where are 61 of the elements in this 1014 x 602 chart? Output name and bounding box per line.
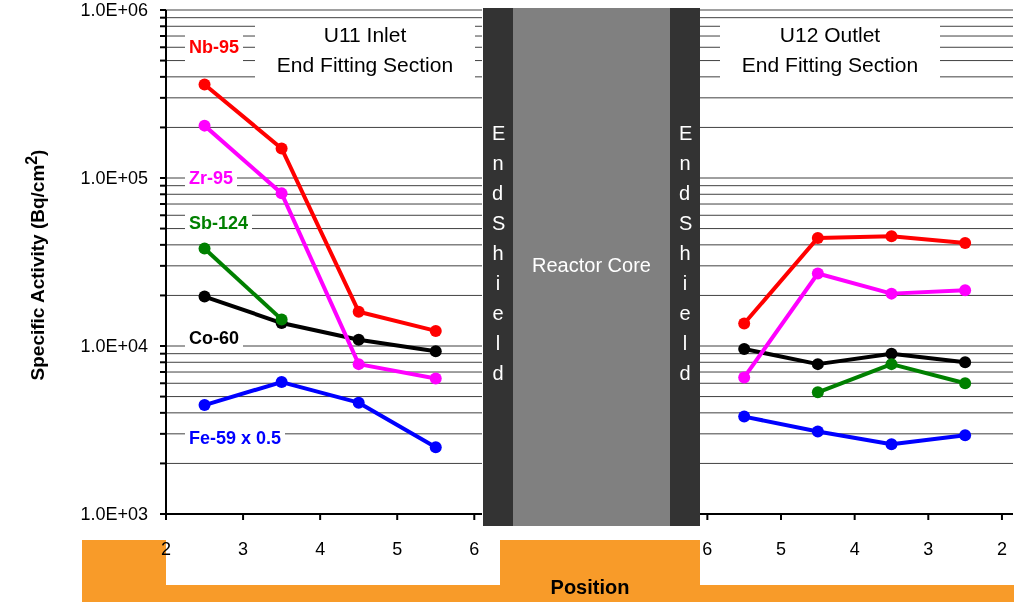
point [959,429,972,442]
series-label: Co-60 [185,323,244,353]
text: Reactor Core [531,253,652,278]
point [198,78,211,91]
point [738,410,751,423]
point [275,376,288,389]
x-tick-label: 2 [996,538,1007,559]
point [811,425,824,438]
point [352,305,365,318]
point [738,371,751,384]
point [275,142,288,155]
point [352,358,365,371]
y-tick-label: 1.0E+04 [80,336,148,357]
text: U12 Outlet End Fitting Section [720,20,940,80]
text: U11 Inlet End Fitting Section [255,20,475,80]
series-label: Fe-59 x 0.5 [185,423,286,453]
point [811,231,824,244]
x-tick-label: 3 [238,538,249,559]
text: End Shield [492,122,506,384]
x-tick-label: 2 [160,538,172,559]
x-tick-label: 3 [923,538,934,559]
point [885,358,898,371]
point [198,119,211,132]
point [885,230,898,243]
point [738,317,751,330]
text: End Shield [679,122,693,384]
y-tick-label: 1.0E+05 [80,168,148,189]
series-label: Sb-124 [185,208,253,238]
point [198,399,211,412]
series-label: Nb-95 [185,32,244,62]
x-axis-title: Position [549,575,631,600]
point [885,438,898,451]
point [352,333,365,346]
point [275,187,288,200]
point [429,372,442,385]
point [275,313,288,326]
point [959,237,972,250]
point [352,396,365,409]
point [885,347,898,360]
point [959,284,972,297]
point [811,386,824,399]
x-tick-label: 4 [315,538,326,559]
point [429,441,442,454]
point [811,267,824,280]
point [885,287,898,300]
y-tick-label: 1.0E+03 [80,504,148,525]
point [811,358,824,371]
point [429,345,442,358]
y-tick-label: 1.0E+06 [80,0,148,21]
x-tick-label: 6 [469,538,480,559]
x-tick-label: 4 [849,538,860,559]
x-tick-label: 5 [776,538,787,559]
point [738,342,751,355]
x-tick-label: 6 [702,538,713,559]
x-tick-label: 5 [392,538,403,559]
point [959,356,972,369]
series-label: Zr-95 [185,163,238,193]
point [198,290,211,303]
point [959,377,972,390]
point [429,324,442,337]
point [198,242,211,255]
